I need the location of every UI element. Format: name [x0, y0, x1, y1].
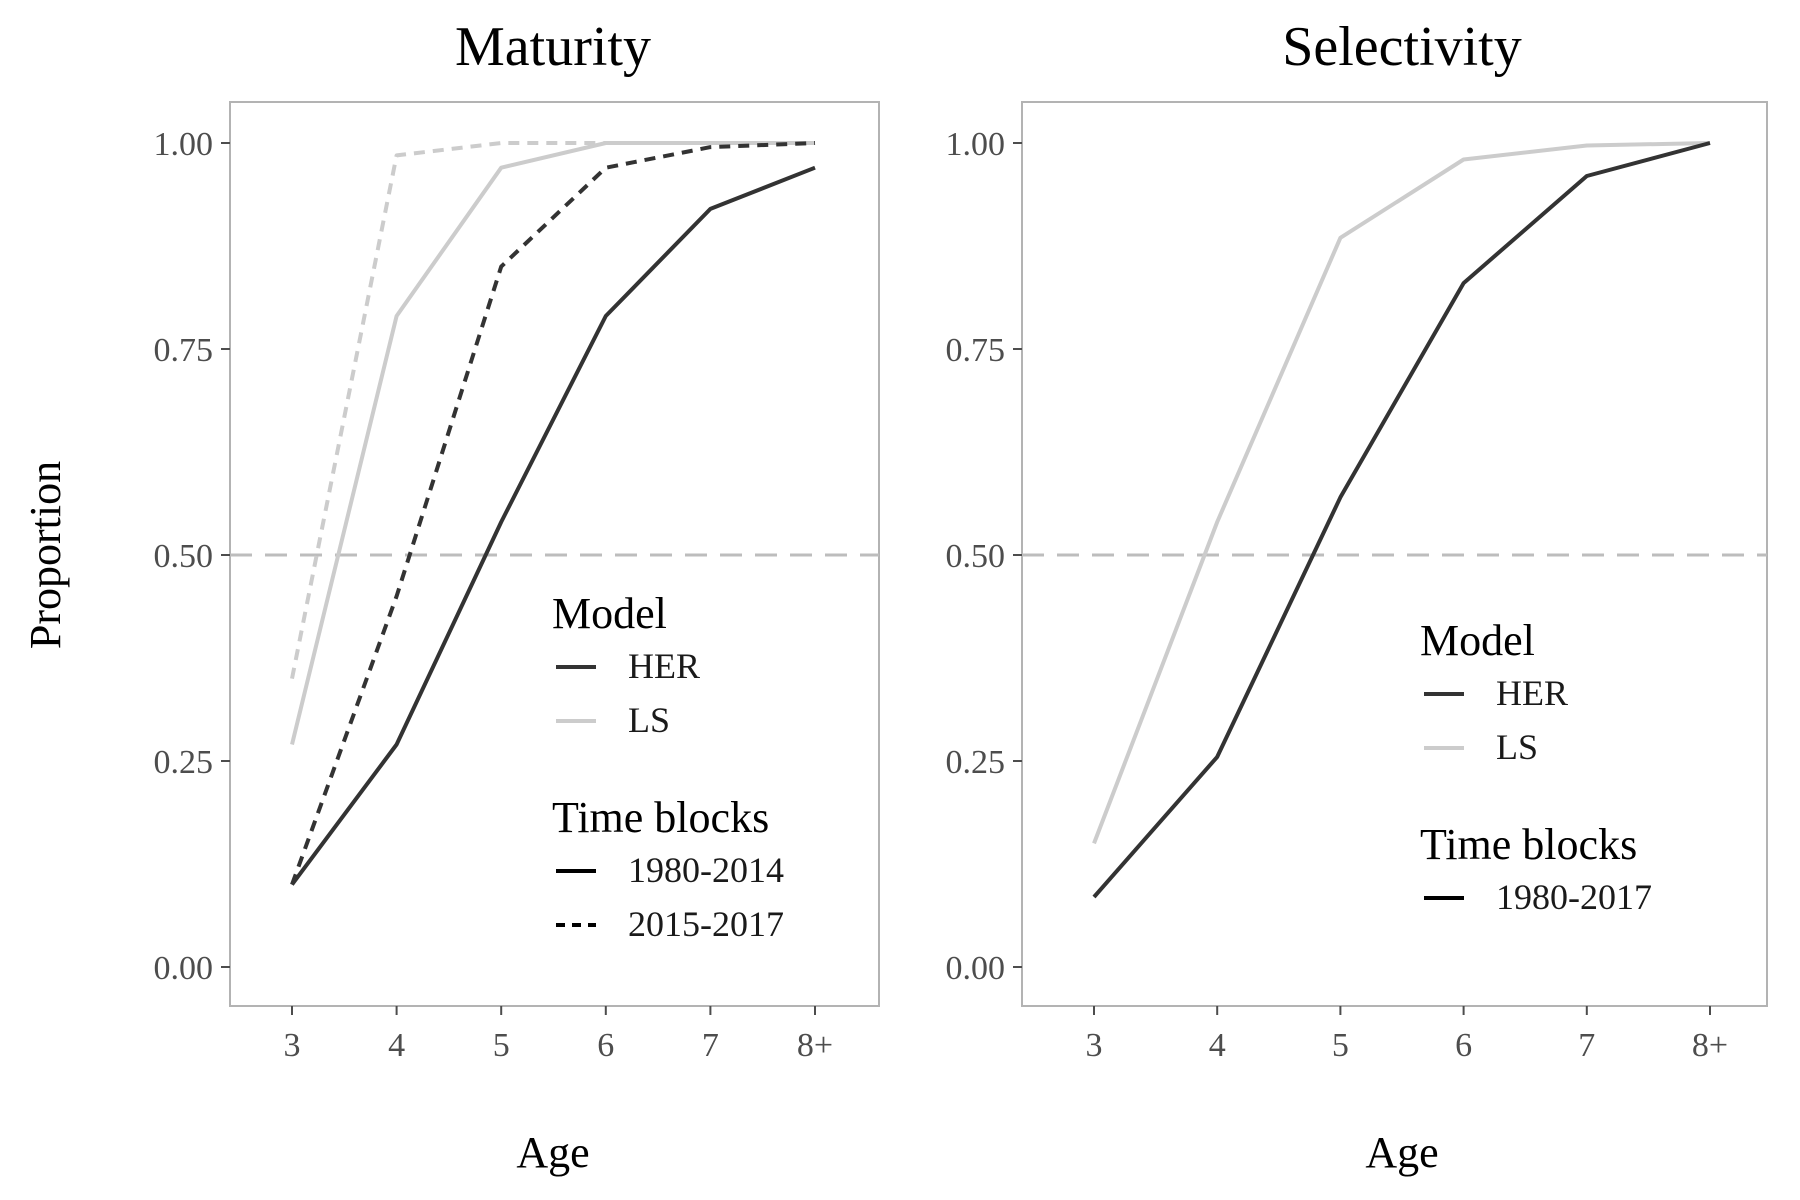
- legend-title-time-blocks: Time blocks: [552, 793, 769, 842]
- x-tick-label: 3: [284, 1027, 301, 1064]
- x-tick-label: 4: [1209, 1027, 1226, 1064]
- y-tick-label: 0.00: [154, 950, 214, 987]
- x-tick-label: 6: [597, 1027, 614, 1064]
- series-line-ls-1980-2017: [1092, 141, 1711, 845]
- legend-label: LS: [628, 700, 670, 740]
- series-line-her-1980-2017: [1092, 141, 1711, 899]
- selectivity-panel: Selectivity Age 0.00 0.25 0.50 0.75 1.00 3 4 5 6…: [946, 16, 1768, 1177]
- y-tick-label: 0.75: [154, 332, 214, 369]
- y-tick-label: 1.00: [154, 126, 214, 163]
- legend-label: 2015-2017: [628, 904, 784, 944]
- x-tick-label: 4: [388, 1027, 405, 1064]
- legend-title-model: Model: [552, 589, 667, 638]
- x-tick-label: 5: [1332, 1027, 1349, 1064]
- plot-area: 0.00 0.25 0.50 0.75 1.00 3 4 5 6 7 8+ Model HER LS Tim…: [154, 101, 880, 1064]
- series-line-her-1980-2014: [290, 165, 816, 886]
- legend-label: LS: [1496, 727, 1538, 767]
- legend-title-model: Model: [1420, 616, 1535, 665]
- y-axis-title: Proportion: [21, 461, 70, 649]
- x-tick-label: 3: [1086, 1027, 1103, 1064]
- y-tick-label: 0.50: [946, 538, 1006, 575]
- y-tick-label: 0.25: [154, 744, 214, 781]
- series-line-ls-2015-2017: [290, 141, 815, 679]
- legend: Model HER LS Time blocks 1980-2017: [1420, 616, 1652, 917]
- legend-title-time-blocks: Time blocks: [1420, 820, 1637, 869]
- panel-title: Maturity: [455, 16, 651, 78]
- x-axis-title: Age: [1365, 1128, 1438, 1177]
- y-tick-label: 0.75: [946, 332, 1006, 369]
- legend-label: 1980-2014: [628, 850, 784, 890]
- x-tick-label: 8+: [1692, 1027, 1728, 1064]
- y-tick-label: 0.50: [154, 538, 214, 575]
- y-tick-label: 0.25: [946, 744, 1006, 781]
- plot-area: 0.00 0.25 0.50 0.75 1.00 3 4 5 6 7 8+ Model HER LS Tim…: [946, 101, 1768, 1064]
- maturity-panel: Maturity Age 0.00 0.25 0.50 0.75 1.00 3 4 5 6 7 8+…: [154, 16, 880, 1177]
- y-tick-label: 0.00: [946, 950, 1006, 987]
- panel-title: Selectivity: [1282, 16, 1522, 78]
- x-tick-label: 7: [1578, 1027, 1595, 1064]
- y-tick-label: 1.00: [946, 126, 1006, 163]
- x-axis-title: Age: [516, 1128, 589, 1177]
- x-tick-label: 7: [702, 1027, 719, 1064]
- x-tick-label: 8+: [797, 1027, 833, 1064]
- series-line-her-2015-2017: [290, 141, 816, 886]
- x-tick-label: 5: [493, 1027, 510, 1064]
- x-tick-label: 6: [1455, 1027, 1472, 1064]
- legend: Model HER LS Time blocks 1980-2014 2015-2017: [552, 589, 784, 944]
- legend-label: 1980-2017: [1496, 877, 1652, 917]
- series-line-ls-1980-2014: [290, 141, 815, 745]
- legend-label: HER: [1496, 673, 1568, 713]
- legend-label: HER: [628, 646, 700, 686]
